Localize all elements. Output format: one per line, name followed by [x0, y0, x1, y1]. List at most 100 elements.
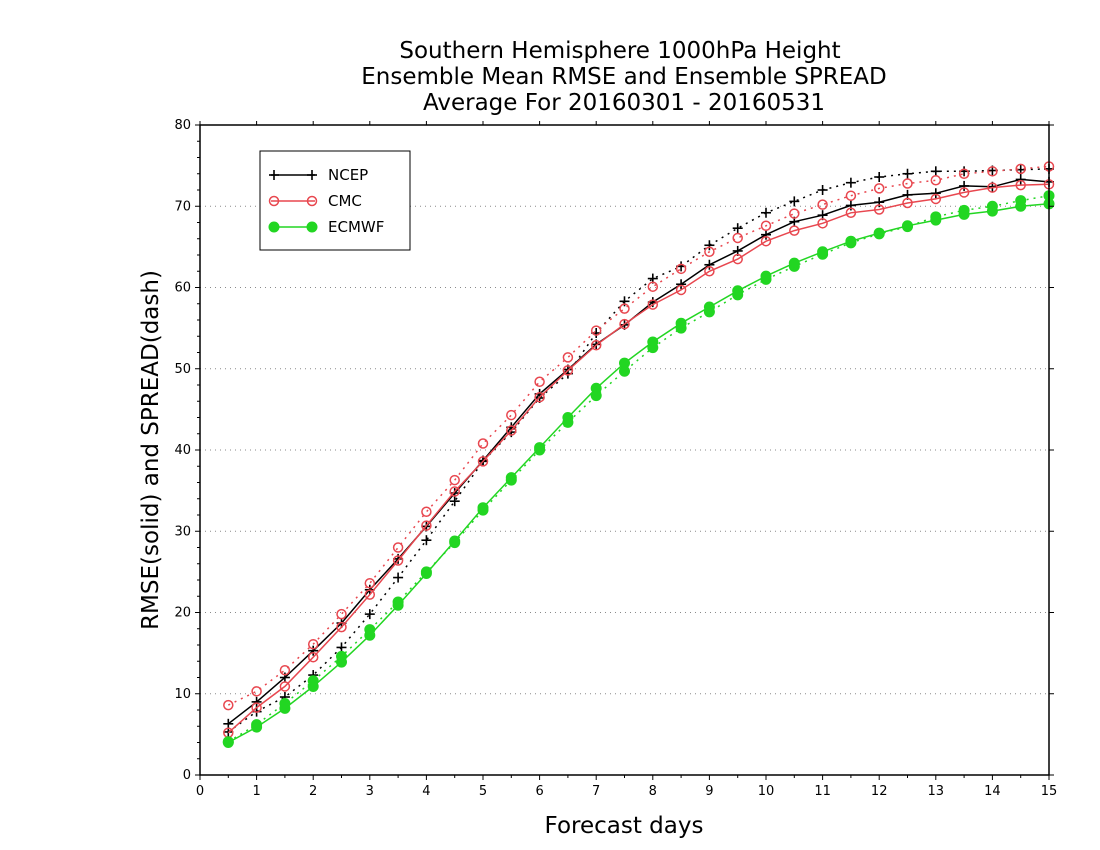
cmc-rmse-point: [930, 193, 942, 205]
ecmwf-rmse-point: [986, 205, 998, 217]
ncep-spread-point: [874, 172, 885, 182]
cmc-rmse-point: [845, 207, 857, 218]
ecmwf-rmse-point: [449, 535, 461, 547]
x-tick-label: 2: [309, 784, 317, 799]
ncep-rmse-point: [761, 229, 771, 240]
ncep-spread-point: [761, 207, 771, 218]
cmc-spread-point: [930, 175, 942, 186]
legend-item-ecmwf: ECMWF: [268, 218, 384, 236]
ecmwf-rmse-point: [279, 702, 291, 714]
legend-label-ncep: NCEP: [328, 166, 368, 184]
ncep-spread-point: [902, 168, 913, 179]
series-cmc: [223, 161, 1055, 738]
cmc-spread-point: [987, 166, 998, 177]
cmc-spread-point: [562, 352, 574, 363]
ncep-spread-point: [789, 196, 800, 207]
legend-marker: [268, 221, 280, 233]
ncep-spread-point: [336, 642, 347, 653]
ecmwf-rmse-point: [647, 336, 659, 348]
legend-item-cmc: CMC: [268, 192, 362, 210]
ncep-spread-point: [704, 240, 715, 251]
cmc-rmse-line: [227, 183, 1050, 734]
x-tick-label: 6: [535, 784, 543, 799]
x-tick-label: 5: [479, 784, 487, 799]
series-ecmwf: [222, 190, 1055, 748]
ncep-spread-point: [364, 609, 375, 620]
ncep-spread-point: [845, 177, 856, 188]
x-tick-label: 4: [422, 784, 430, 799]
ecmwf-rmse-point: [420, 568, 432, 579]
x-tick-label: 0: [196, 784, 204, 799]
cmc-spread-point: [477, 438, 489, 449]
cmc-rmse-point: [590, 339, 602, 351]
ecmwf-rmse-point: [902, 220, 913, 232]
cmc-spread-point: [732, 232, 743, 244]
cmc-rmse-point: [675, 284, 687, 296]
y-tick-label: 70: [174, 199, 191, 214]
y-axis-label: RMSE(solid) and SPREAD(dash): [138, 270, 164, 630]
ecmwf-rmse-point: [817, 246, 829, 258]
grid: [200, 205, 1049, 695]
ecmwf-rmse-point: [703, 301, 715, 313]
ncep-rmse-point: [930, 188, 941, 199]
y-tick-label: 30: [174, 524, 191, 539]
ecmwf-rmse-point: [788, 257, 800, 269]
cmc-rmse-point: [392, 555, 404, 566]
ecmwf-rmse-point: [336, 656, 347, 668]
ecmwf-rmse-point: [1015, 200, 1027, 212]
series-layer: [222, 161, 1055, 748]
ecmwf-rmse-point: [392, 599, 404, 611]
cmc-spread-point: [336, 608, 347, 620]
ecmwf-rmse-point: [251, 721, 263, 733]
ecmwf-rmse-point: [845, 235, 857, 247]
cmc-rmse-point: [789, 225, 800, 236]
cmc-rmse-point: [1015, 179, 1026, 191]
cmc-spread-point: [506, 409, 517, 421]
ncep-rmse-point: [223, 718, 234, 729]
legend-marker: [306, 195, 318, 207]
title-line-3: Average For 20160301 - 20160531: [423, 90, 825, 116]
cmc-rmse-point: [619, 318, 630, 330]
ecmwf-rmse-point: [364, 629, 376, 641]
ncep-rmse-line: [227, 178, 1050, 725]
cmc-rmse-point: [817, 218, 828, 229]
ncep-rmse-point: [676, 279, 687, 290]
x-tick-label: 11: [814, 784, 831, 799]
cmc-rmse-point: [958, 187, 970, 198]
ncep-rmse-point: [959, 180, 970, 191]
legend: NCEP CMC ECMWF: [259, 150, 411, 251]
y-tick-label: 20: [174, 606, 191, 621]
y-tick-label: 80: [174, 118, 191, 133]
ecmwf-rmse-point: [477, 502, 489, 514]
x-tick-label: 3: [366, 784, 374, 799]
ncep-spread-point: [732, 223, 743, 234]
ecmwf-rmse-point: [958, 208, 970, 220]
cmc-spread-point: [534, 376, 545, 387]
cmc-spread-point: [958, 168, 970, 179]
cmc-rmse-point: [364, 589, 376, 600]
x-tick-label: 8: [649, 784, 657, 799]
ecmwf-rmse-point: [760, 270, 772, 282]
cmc-spread-point: [421, 506, 432, 517]
cmc-rmse-point: [562, 365, 574, 376]
x-tick-label: 1: [252, 784, 260, 799]
cmc-spread-point: [873, 183, 885, 194]
cmc-spread-point: [845, 190, 857, 201]
y-tick-label: 60: [174, 281, 191, 296]
y-tick-label: 10: [174, 687, 191, 702]
cmc-rmse-point: [732, 253, 743, 265]
ncep-spread-point: [930, 166, 941, 177]
cmc-rmse-point: [279, 681, 291, 692]
ecmwf-rmse-line: [227, 203, 1050, 744]
cmc-spread-point: [590, 325, 602, 336]
x-tick-label: 9: [705, 784, 713, 799]
cmc-rmse-point: [307, 651, 319, 663]
cmc-spread-point: [1015, 163, 1026, 175]
cmc-rmse-point: [987, 182, 998, 193]
cmc-spread-point: [675, 263, 687, 275]
ncep-rmse-point: [1015, 174, 1026, 185]
ncep-spread-point: [817, 185, 828, 195]
x-tick-label: 10: [758, 784, 775, 799]
cmc-rmse-point: [704, 266, 715, 277]
